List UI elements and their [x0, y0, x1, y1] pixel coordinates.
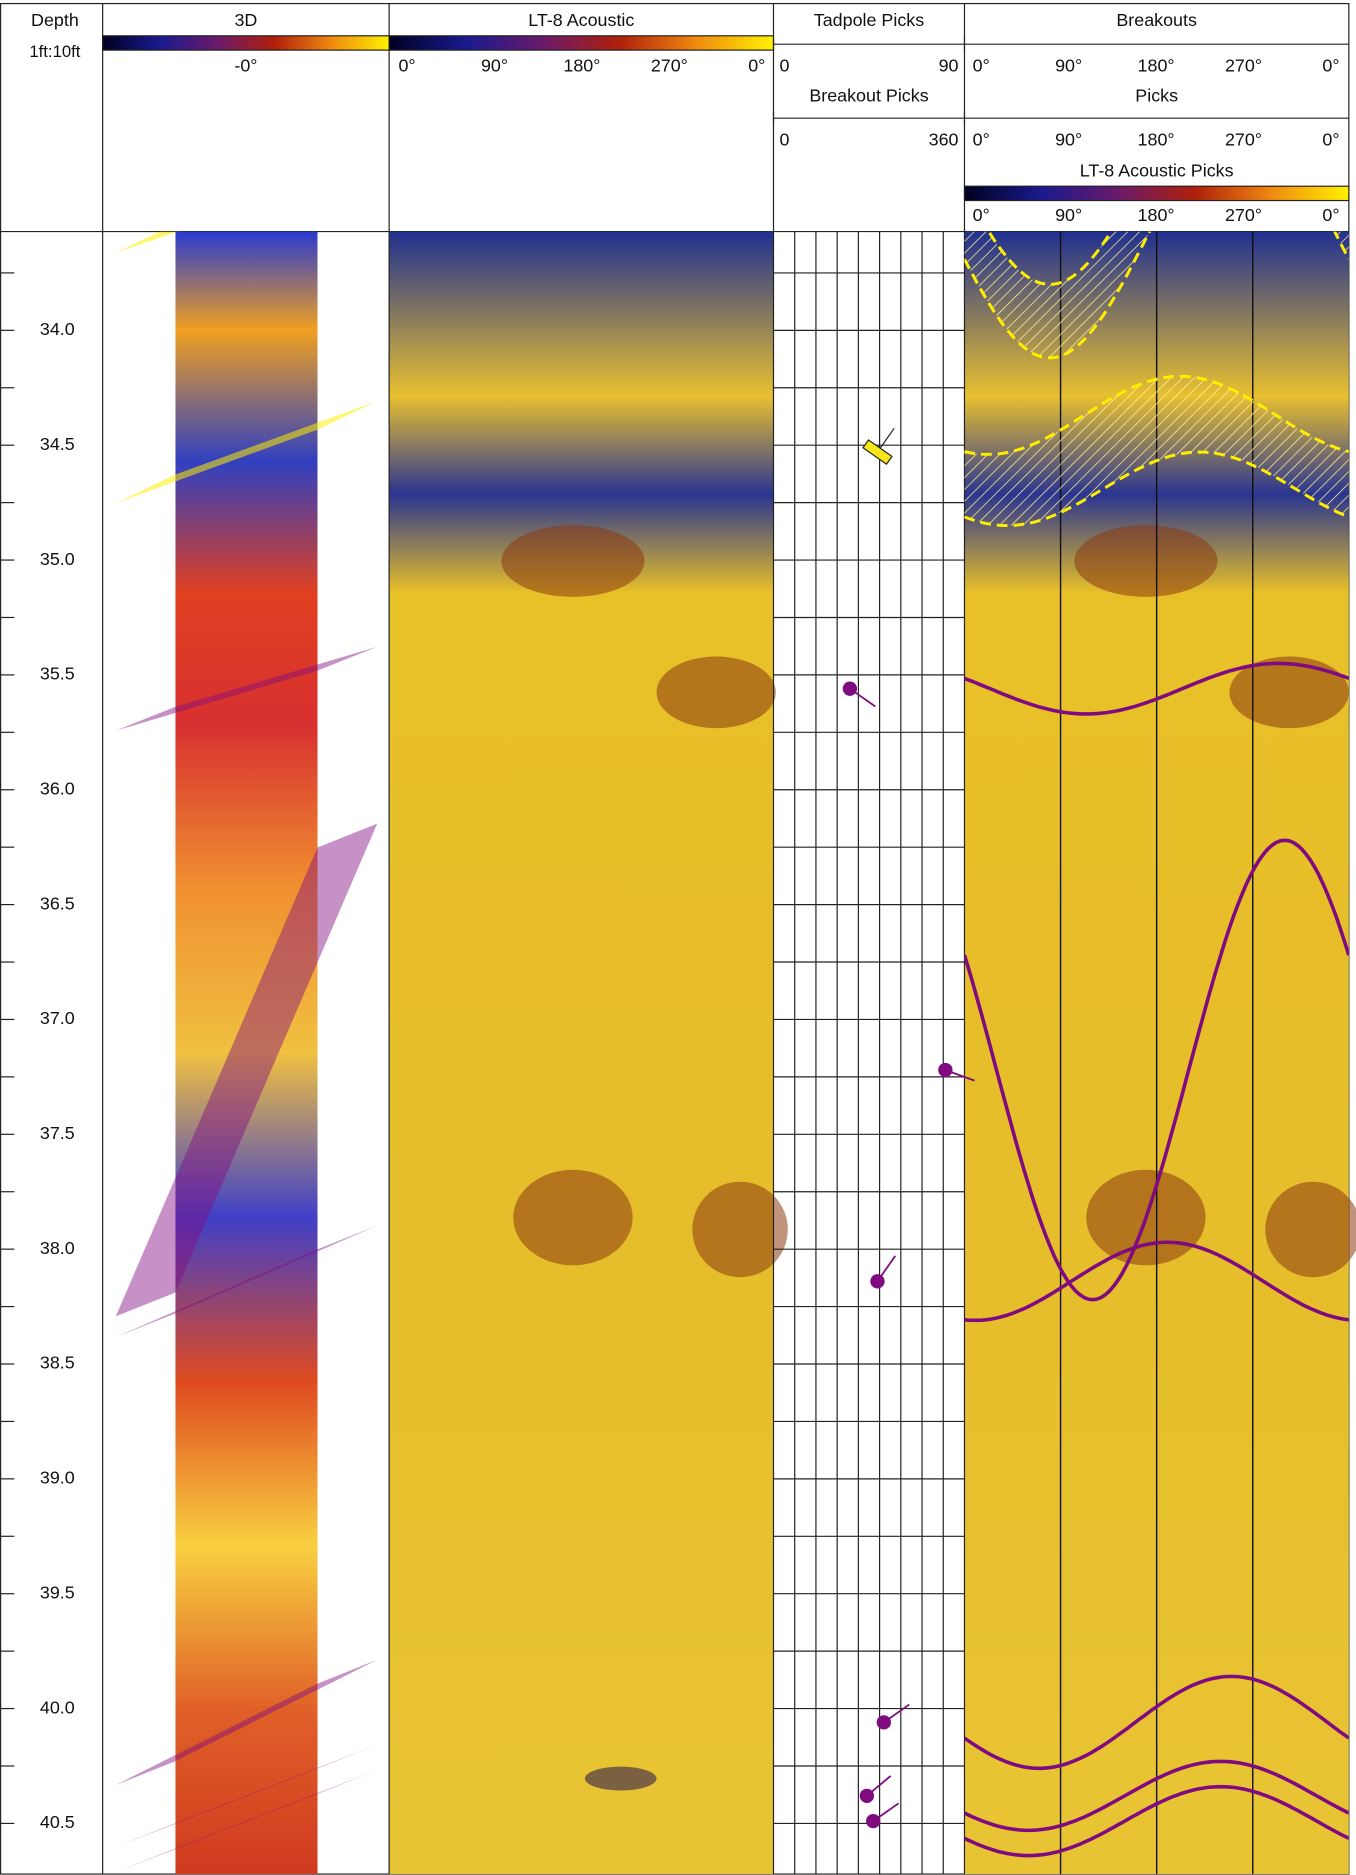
y-tick-label: 39.0: [40, 1468, 75, 1488]
y-tick-label: 40.5: [40, 1812, 75, 1832]
x-tick-label: 0: [779, 130, 789, 150]
x-tick-label: 90: [939, 56, 959, 76]
track-title: Depth: [31, 10, 79, 30]
tadpole: [870, 1274, 885, 1289]
y-tick-label: 38.5: [40, 1353, 75, 1373]
track-title: Picks: [1135, 85, 1178, 105]
y-tick-label: 34.0: [40, 319, 75, 339]
y-tick-label: 39.5: [40, 1582, 75, 1602]
x-tick-label: 180°: [1138, 56, 1175, 76]
y-tick-label: 37.0: [40, 1008, 75, 1028]
track-title: Breakouts: [1116, 10, 1197, 30]
x-tick-label: 180°: [1138, 205, 1175, 225]
tadpole: [842, 681, 858, 696]
y-tick-label: 35.5: [40, 664, 75, 684]
x-tick-label: 270°: [651, 56, 688, 76]
track-title: 3D: [234, 10, 257, 30]
sinusoid: [964, 1759, 1349, 1833]
breakout-edge: [964, 374, 1349, 456]
plane-3d: [115, 1769, 378, 1873]
sinusoid: [964, 1674, 1349, 1771]
breakout-zone: [964, 376, 1349, 526]
plane-3d: [115, 646, 378, 731]
plane-3d: [115, 401, 378, 504]
image-3d: [175, 231, 318, 1875]
x-tick-label: 0°: [973, 205, 990, 225]
picks-overlay: [964, 231, 1349, 1858]
y-tick-label: 37.5: [40, 1123, 75, 1143]
x-tick-label: 0°: [1322, 56, 1339, 76]
sinusoid: [964, 661, 1349, 716]
x-tick-label: 0°: [1322, 205, 1339, 225]
y-tick-label: 38.0: [40, 1238, 75, 1258]
breakout-edge: [964, 450, 1349, 528]
breakout-edge: [986, 231, 1113, 286]
x-tick-label: 0°: [748, 56, 765, 76]
x-tick-label: 360: [929, 130, 959, 150]
colorbar-label: -0°: [234, 56, 257, 76]
breakout-pick: [862, 439, 893, 466]
x-tick-label: 0°: [1322, 130, 1339, 150]
x-tick-label: 270°: [1225, 205, 1262, 225]
colorbar: [963, 185, 1350, 202]
sinusoid: [964, 1784, 1349, 1858]
tadpole: [876, 1715, 892, 1730]
track-title: Breakout Picks: [809, 85, 928, 105]
depth-scale: 1ft:10ft: [29, 42, 80, 61]
plane-3d: [115, 823, 378, 1317]
tadpole: [938, 1062, 953, 1078]
sinusoid: [964, 1240, 1349, 1323]
x-tick-label: 90°: [1055, 205, 1082, 225]
plane-3d: [115, 1225, 378, 1338]
x-tick-label: 0: [779, 56, 789, 76]
x-tick-label: 270°: [1225, 130, 1262, 150]
colorbar: [102, 35, 390, 51]
plane-3d: [115, 1744, 378, 1848]
planes-3d: [115, 231, 378, 1873]
track-title: Tadpole Picks: [814, 10, 924, 30]
colorbar: [388, 35, 775, 51]
plane-3d: [115, 1659, 378, 1786]
x-tick-label: 0°: [398, 56, 415, 76]
x-tick-label: 270°: [1225, 56, 1262, 76]
y-tick-label: 40.0: [40, 1697, 75, 1717]
y-tick-label: 36.0: [40, 778, 75, 798]
x-tick-label: 180°: [563, 56, 600, 76]
y-tick-label: 34.5: [40, 434, 75, 454]
x-tick-label: 90°: [1055, 130, 1082, 150]
sinusoid: [964, 838, 1349, 1302]
x-tick-label: 0°: [973, 130, 990, 150]
tadpole: [866, 1813, 881, 1829]
tadpole: [859, 1788, 875, 1804]
x-tick-label: 180°: [1138, 130, 1175, 150]
breakout-zone: [964, 231, 1349, 358]
y-tick-label: 36.5: [40, 893, 75, 913]
image-acoustic: [389, 231, 774, 1875]
y-tick-label: 35.0: [40, 549, 75, 569]
x-tick-label: 0°: [973, 56, 990, 76]
x-tick-label: 90°: [481, 56, 508, 76]
track-title: LT-8 Acoustic: [528, 10, 634, 30]
x-tick-label: 90°: [1055, 56, 1082, 76]
track-title: LT-8 Acoustic Picks: [1080, 161, 1234, 181]
acoustic-texture: [501, 525, 788, 1791]
